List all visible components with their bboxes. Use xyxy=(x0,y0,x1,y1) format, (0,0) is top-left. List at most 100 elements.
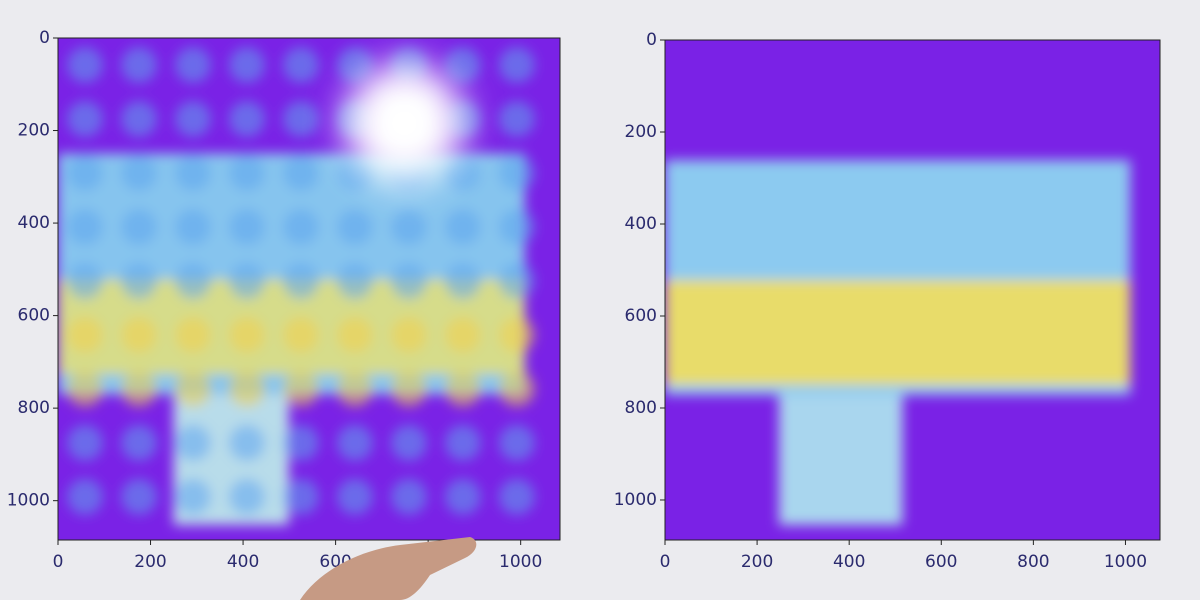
hand xyxy=(300,537,477,600)
heatmap-blob xyxy=(336,424,373,461)
heatmap-blob xyxy=(228,478,265,515)
x-tick-label: 1000 xyxy=(1104,552,1147,572)
heatmap-blob xyxy=(174,478,211,515)
heatmap-blob xyxy=(336,262,373,299)
heatmap-blob xyxy=(444,370,481,407)
heatmap-blob xyxy=(66,262,103,299)
heatmap-blob xyxy=(444,316,481,353)
heatmap-blob xyxy=(444,154,481,191)
y-tick-label: 1000 xyxy=(7,491,50,511)
heatmap-blob xyxy=(282,478,319,515)
heatmap-blob xyxy=(120,316,157,353)
axes-frame xyxy=(57,37,561,541)
y-tick-label: 600 xyxy=(625,306,657,326)
heatmap-image xyxy=(58,38,560,540)
y-tick-label: 0 xyxy=(646,30,657,50)
heatmap-blob xyxy=(444,478,481,515)
x-tick-label: 400 xyxy=(227,552,259,572)
heatmap-blob xyxy=(498,262,535,299)
heatmap-blob xyxy=(120,208,157,245)
heatmap-image xyxy=(665,40,1160,540)
heatmap-blob xyxy=(390,424,427,461)
heatmap-blob xyxy=(174,424,211,461)
heatmap-blob xyxy=(498,46,535,83)
heatmap-blob xyxy=(282,262,319,299)
heatmap-blob xyxy=(120,154,157,191)
heatmap-blob xyxy=(66,370,103,407)
heatmap-blob xyxy=(174,316,211,353)
heatmap-blob xyxy=(228,424,265,461)
heatmap-blob xyxy=(228,208,265,245)
heatmap-blob xyxy=(498,154,535,191)
heatmap-regions xyxy=(665,160,1131,525)
heatmap-blob xyxy=(66,424,103,461)
x-tick-label: 0 xyxy=(660,552,671,572)
heatmap-region xyxy=(665,280,1131,385)
y-tick-label: 600 xyxy=(18,306,50,326)
x-tick-label: 200 xyxy=(134,552,166,572)
heatmap-blob xyxy=(174,208,211,245)
heatmap-blob xyxy=(282,46,319,83)
y-tick-label: 0 xyxy=(39,28,50,48)
heatmap-blob xyxy=(498,100,535,137)
heatmap-blob xyxy=(282,424,319,461)
heatmap-blob xyxy=(282,316,319,353)
y-tick-label: 1000 xyxy=(614,490,657,510)
heatmap-blob xyxy=(390,478,427,515)
heatmap-blob xyxy=(336,208,373,245)
heatmap-blob xyxy=(120,478,157,515)
heatmap-blob xyxy=(174,46,211,83)
y-tick-label: 400 xyxy=(625,214,657,234)
heatmap-blob xyxy=(390,316,427,353)
heatmap-blob xyxy=(120,100,157,137)
heatmap-blob xyxy=(444,262,481,299)
x-tick-label: 600 xyxy=(925,552,957,572)
heatmap-blob xyxy=(174,154,211,191)
x-tick-label: 800 xyxy=(1017,552,1049,572)
heatmap-blob xyxy=(66,46,103,83)
heatmap-blob xyxy=(282,208,319,245)
x-tick-label: 1000 xyxy=(499,552,542,572)
heatmap-blob xyxy=(174,262,211,299)
heatmap-blob xyxy=(228,316,265,353)
heatmap-blob xyxy=(336,316,373,353)
heatmap-blob xyxy=(498,208,535,245)
heatmap-blob xyxy=(66,316,103,353)
heatmap-blob xyxy=(282,100,319,137)
heatmap-blob xyxy=(336,370,373,407)
heatmap-blob xyxy=(174,100,211,137)
heatmap-blob xyxy=(444,46,481,83)
heatmap-blob xyxy=(498,424,535,461)
y-tick-label: 800 xyxy=(625,398,657,418)
heatmap-blob xyxy=(282,154,319,191)
y-tick-label: 800 xyxy=(18,398,50,418)
heatmap-blob xyxy=(120,262,157,299)
y-tick-label: 200 xyxy=(18,121,50,141)
heatmap-blob xyxy=(120,424,157,461)
heatmap-blob xyxy=(228,100,265,137)
x-tick-label: 0 xyxy=(53,552,64,572)
heatmap-blob xyxy=(120,46,157,83)
heatmap-blob xyxy=(228,154,265,191)
heatmap-blob xyxy=(498,478,535,515)
screen-glare xyxy=(344,63,465,184)
y-tick-label: 200 xyxy=(625,122,657,142)
heatmap-blob xyxy=(336,478,373,515)
heatmap-blob xyxy=(66,208,103,245)
heatmap-blob xyxy=(390,208,427,245)
heatmap-region xyxy=(778,395,903,525)
heatmap-blob xyxy=(174,370,211,407)
axes-frame xyxy=(664,39,1161,541)
heatmap-blob xyxy=(498,316,535,353)
y-tick-label: 400 xyxy=(18,213,50,233)
heatmap-blob xyxy=(228,370,265,407)
heatmap-blob xyxy=(444,208,481,245)
heatmap-blob xyxy=(282,370,319,407)
heatmap-blob xyxy=(336,46,373,83)
heatmap-blob xyxy=(444,424,481,461)
heatmap-blob xyxy=(390,262,427,299)
heatmap-blob xyxy=(66,478,103,515)
x-tick-label: 400 xyxy=(833,552,865,572)
heatmap-blob xyxy=(228,262,265,299)
